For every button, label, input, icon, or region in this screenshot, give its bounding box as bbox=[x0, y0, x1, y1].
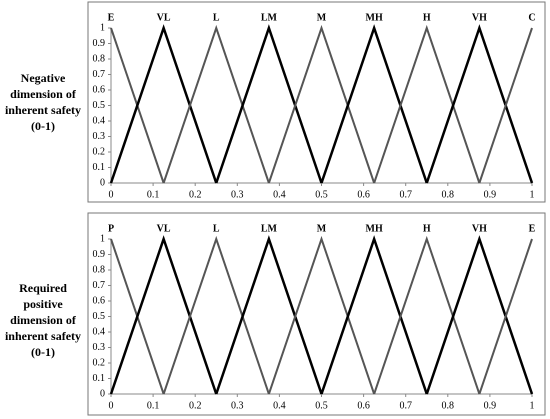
chart-frame bbox=[87, 212, 546, 416]
series-label: E bbox=[108, 12, 115, 23]
y-tick-label: 1 bbox=[100, 233, 105, 244]
series-label: MH bbox=[366, 12, 383, 23]
y-tick-label: 0.6 bbox=[93, 84, 106, 95]
y-tick-label: 0 bbox=[100, 388, 105, 399]
x-tick-label: 0.1 bbox=[147, 189, 160, 200]
membership-line bbox=[320, 235, 428, 395]
membership-line bbox=[373, 235, 481, 395]
x-tick-label: 0.3 bbox=[231, 400, 244, 411]
series-label: M bbox=[317, 223, 327, 234]
y-tick-label: 0.6 bbox=[93, 295, 106, 306]
series-label: LM bbox=[261, 223, 278, 234]
membership-line bbox=[267, 24, 376, 184]
membership-line bbox=[373, 24, 481, 184]
membership-line bbox=[162, 235, 270, 395]
y-axis-label: Negative dimension of inherent safety (0… bbox=[4, 71, 82, 133]
x-tick-label: 0.2 bbox=[189, 189, 202, 200]
series-label: E bbox=[529, 223, 536, 234]
membership-line bbox=[320, 24, 428, 184]
x-tick-label: 0.9 bbox=[484, 189, 497, 200]
x-tick-label: 0.6 bbox=[357, 189, 370, 200]
x-tick-label: 0.4 bbox=[273, 189, 286, 200]
series-label: VL bbox=[157, 12, 171, 23]
y-tick-label: 0.5 bbox=[93, 100, 106, 111]
x-tick-label: 0.4 bbox=[273, 400, 286, 411]
membership-line bbox=[478, 27, 533, 184]
membership-line bbox=[215, 235, 323, 395]
y-tick-label: 0.7 bbox=[93, 69, 106, 80]
x-tick-label: 0.1 bbox=[147, 400, 160, 411]
membership-line bbox=[425, 235, 534, 395]
x-tick-label: 0.2 bbox=[189, 400, 202, 411]
x-tick-label: 0.7 bbox=[399, 400, 412, 411]
y-tick-label: 1 bbox=[100, 22, 105, 33]
membership-line bbox=[425, 24, 534, 184]
x-tick-label: 1 bbox=[530, 400, 535, 411]
x-tick-label: 0.3 bbox=[231, 189, 244, 200]
series-label: H bbox=[423, 12, 431, 23]
series-label: VL bbox=[157, 223, 171, 234]
x-tick-label: 0.5 bbox=[315, 189, 328, 200]
y-tick-label: 0.8 bbox=[93, 53, 106, 64]
series-label: VH bbox=[472, 223, 487, 234]
x-tick-label: 0.7 bbox=[399, 189, 412, 200]
membership-line bbox=[215, 24, 323, 184]
x-tick-label: 1 bbox=[530, 189, 535, 200]
membership-line bbox=[109, 235, 218, 395]
x-tick-label: 0.6 bbox=[357, 400, 370, 411]
x-tick-label: 0 bbox=[109, 189, 114, 200]
x-tick-label: 0.8 bbox=[442, 189, 455, 200]
membership-line bbox=[109, 24, 218, 184]
x-tick-label: 0 bbox=[109, 400, 114, 411]
y-tick-label: 0.1 bbox=[93, 162, 106, 173]
y-tick-label: 0.1 bbox=[93, 373, 106, 384]
series-label: C bbox=[528, 12, 535, 23]
y-tick-label: 0.5 bbox=[93, 311, 106, 322]
chart-frame bbox=[87, 1, 546, 203]
membership-line bbox=[162, 24, 270, 184]
series-label: L bbox=[213, 12, 220, 23]
x-tick-label: 0.8 bbox=[442, 400, 455, 411]
series-label: L bbox=[213, 223, 220, 234]
series-label: VH bbox=[472, 12, 487, 23]
series-label: LM bbox=[261, 12, 278, 23]
y-tick-label: 0.9 bbox=[93, 249, 106, 260]
y-tick-label: 0.8 bbox=[93, 264, 106, 275]
x-tick-label: 0.5 bbox=[315, 400, 328, 411]
y-tick-label: 0.3 bbox=[93, 342, 106, 353]
y-tick-label: 0.2 bbox=[93, 357, 106, 368]
series-label: H bbox=[423, 223, 431, 234]
y-tick-label: 0.7 bbox=[93, 280, 106, 291]
x-tick-label: 0.9 bbox=[484, 400, 497, 411]
series-label: MH bbox=[366, 223, 383, 234]
membership-line bbox=[478, 238, 533, 395]
y-tick-label: 0.3 bbox=[93, 131, 106, 142]
y-tick-label: 0 bbox=[100, 177, 105, 188]
y-axis-label: Required positive dimension of inherent … bbox=[4, 281, 82, 359]
y-tick-label: 0.4 bbox=[93, 326, 106, 337]
membership-line bbox=[267, 235, 376, 395]
y-tick-label: 0.2 bbox=[93, 146, 106, 157]
y-tick-label: 0.9 bbox=[93, 38, 106, 49]
series-label: M bbox=[317, 12, 327, 23]
series-label: P bbox=[108, 223, 114, 234]
y-tick-label: 0.4 bbox=[93, 115, 106, 126]
